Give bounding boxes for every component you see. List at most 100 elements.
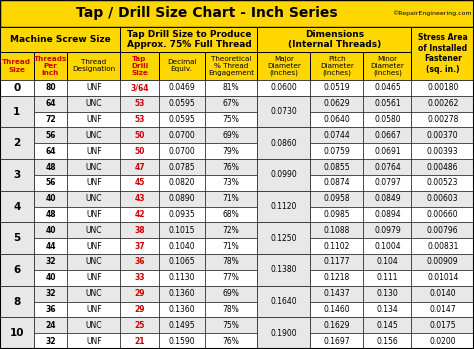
Bar: [67, 127, 120, 143]
Bar: [0, 333, 34, 349]
Text: 68%: 68%: [223, 210, 239, 219]
Text: UNC: UNC: [86, 226, 102, 235]
Text: 64: 64: [46, 147, 56, 156]
Text: 0.0595: 0.0595: [168, 115, 195, 124]
Bar: [204, 52, 257, 80]
Bar: [159, 207, 204, 222]
Text: 8: 8: [13, 297, 20, 306]
Bar: [411, 27, 474, 80]
Bar: [67, 191, 120, 207]
Bar: [120, 112, 159, 127]
Bar: [34, 127, 67, 143]
Bar: [363, 222, 411, 238]
Bar: [310, 254, 363, 270]
Text: UNF: UNF: [86, 273, 101, 282]
Text: 0.00660: 0.00660: [427, 210, 458, 219]
Text: 0.1250: 0.1250: [271, 234, 297, 243]
Bar: [310, 52, 363, 80]
Text: 75%: 75%: [223, 321, 239, 330]
Text: UNF: UNF: [86, 147, 101, 156]
Bar: [257, 52, 310, 80]
Text: 0.0759: 0.0759: [323, 147, 350, 156]
Bar: [363, 112, 411, 127]
Text: UNC: UNC: [86, 289, 102, 298]
Bar: [0, 52, 34, 80]
Bar: [257, 207, 310, 222]
Text: UNC: UNC: [86, 163, 102, 171]
Text: 0.0730: 0.0730: [271, 107, 297, 116]
Bar: [411, 207, 474, 222]
Bar: [34, 270, 67, 286]
Text: 42: 42: [134, 210, 145, 219]
Bar: [310, 222, 363, 238]
Text: 73%: 73%: [223, 178, 239, 187]
Text: 38: 38: [134, 226, 145, 235]
Bar: [120, 52, 159, 80]
Text: 48: 48: [45, 210, 56, 219]
Bar: [67, 159, 120, 175]
Bar: [257, 286, 310, 317]
Bar: [363, 127, 411, 143]
Bar: [363, 80, 411, 96]
Bar: [34, 302, 67, 317]
Bar: [204, 175, 257, 191]
Bar: [257, 80, 310, 96]
Text: 0.01014: 0.01014: [427, 273, 458, 282]
Bar: [204, 207, 257, 222]
Bar: [363, 317, 411, 333]
Text: UNF: UNF: [86, 210, 101, 219]
Text: 3: 3: [13, 170, 20, 180]
Text: UNC: UNC: [86, 258, 102, 267]
Text: 0.0764: 0.0764: [374, 163, 401, 171]
Bar: [34, 222, 67, 238]
Text: 0.0469: 0.0469: [168, 83, 195, 92]
Bar: [159, 254, 204, 270]
Bar: [257, 333, 310, 349]
Bar: [411, 302, 474, 317]
Text: 0.00523: 0.00523: [427, 178, 458, 187]
Text: Theoretical
% Thread
Engagement: Theoretical % Thread Engagement: [208, 56, 254, 76]
Text: 10: 10: [9, 328, 24, 338]
Text: Decimal
Equiv.: Decimal Equiv.: [167, 59, 196, 73]
Bar: [67, 222, 120, 238]
Text: 0.1218: 0.1218: [324, 273, 350, 282]
Bar: [120, 286, 159, 302]
Bar: [0, 127, 34, 143]
Bar: [411, 191, 474, 207]
Text: 0.0580: 0.0580: [374, 115, 401, 124]
Text: 0.1360: 0.1360: [168, 289, 195, 298]
Text: 0.0147: 0.0147: [429, 305, 456, 314]
Text: 50: 50: [134, 147, 145, 156]
Text: UNF: UNF: [86, 115, 101, 124]
Bar: [363, 191, 411, 207]
Bar: [159, 333, 204, 349]
Bar: [363, 238, 411, 254]
Text: 0.0600: 0.0600: [271, 83, 297, 92]
Text: 50: 50: [134, 131, 145, 140]
Bar: [411, 317, 474, 333]
Text: 0.1130: 0.1130: [168, 273, 195, 282]
Bar: [34, 159, 67, 175]
Bar: [257, 254, 310, 286]
Text: 0.00262: 0.00262: [427, 99, 458, 108]
Bar: [310, 207, 363, 222]
Text: 0.1590: 0.1590: [168, 336, 195, 346]
Bar: [257, 302, 310, 317]
Bar: [411, 80, 474, 96]
Bar: [363, 143, 411, 159]
Text: 0.0175: 0.0175: [429, 321, 456, 330]
Bar: [0, 0, 474, 27]
Bar: [257, 270, 310, 286]
Bar: [159, 96, 204, 112]
Text: 0.134: 0.134: [376, 305, 398, 314]
Bar: [257, 159, 310, 175]
Text: ©RepairEngineering.com: ©RepairEngineering.com: [392, 11, 472, 16]
Bar: [310, 143, 363, 159]
Text: 24: 24: [46, 321, 56, 330]
Text: 0.00831: 0.00831: [427, 242, 458, 251]
Bar: [0, 112, 34, 127]
Bar: [257, 191, 310, 207]
Text: 0.00486: 0.00486: [427, 163, 458, 171]
Bar: [204, 286, 257, 302]
Text: Machine Screw Size: Machine Screw Size: [10, 35, 110, 44]
